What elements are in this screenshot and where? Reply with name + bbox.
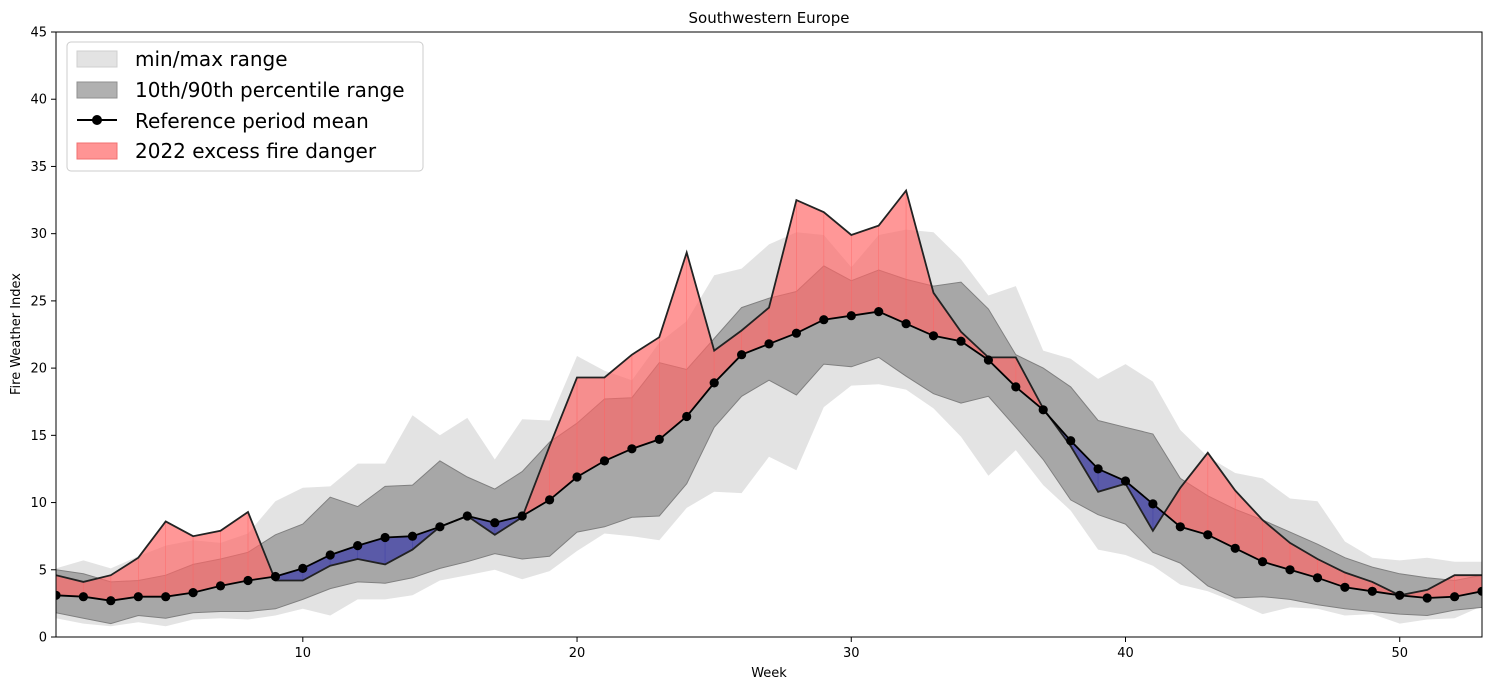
y-tick-label: 35: [30, 160, 47, 175]
reference-mean-point: [737, 350, 747, 360]
reference-mean-point: [819, 315, 829, 325]
reference-mean-point: [1093, 464, 1103, 474]
x-tick-label: 50: [1391, 646, 1408, 661]
legend-marker-mean: [92, 115, 102, 125]
legend-label-minmax: min/max range: [135, 47, 288, 71]
y-tick-label: 10: [30, 496, 47, 511]
x-axis: 10 20 30 40 50: [295, 637, 1408, 661]
reference-mean-point: [407, 531, 418, 541]
legend-swatch-percentile: [76, 81, 118, 99]
reference-mean-point: [1312, 573, 1323, 583]
chart-title: Southwestern Europe: [689, 9, 850, 27]
reference-mean-point: [353, 541, 363, 551]
x-tick-label: 40: [1117, 646, 1134, 661]
reference-mean-point: [215, 581, 226, 591]
reference-mean-point: [764, 339, 774, 349]
plot-frame: [55, 31, 1483, 638]
reference-mean-point: [1285, 565, 1295, 575]
reference-mean-point: [709, 378, 719, 388]
reference-mean-point: [161, 592, 171, 602]
reference-mean-point: [78, 592, 88, 602]
reference-mean-point: [298, 563, 308, 574]
excess-fill-segment: [850, 225, 880, 317]
reference-mean-point: [1477, 586, 1482, 596]
reference-mean-point: [1422, 593, 1432, 603]
reference-mean-point: [791, 328, 802, 338]
y-tick-label: 20: [30, 362, 47, 377]
reference-mean-point: [572, 472, 582, 482]
plot-area: [56, 188, 1482, 627]
reference-mean-point: [1395, 590, 1405, 600]
reference-mean-point: [1066, 436, 1076, 446]
reference-mean-point: [627, 444, 637, 454]
reference-mean-point: [846, 311, 856, 321]
reference-mean-point: [599, 456, 610, 466]
reference-mean-point: [1450, 592, 1460, 602]
reference-mean-point: [874, 307, 884, 317]
reference-mean-point: [545, 495, 555, 505]
reference-mean-point: [1367, 586, 1377, 596]
excess-fill-segment: [192, 530, 221, 593]
reference-mean-point: [1011, 382, 1021, 392]
y-tick-label: 15: [30, 429, 47, 444]
legend-swatch-minmax: [76, 50, 118, 68]
reference-mean-point: [380, 532, 390, 543]
legend-box: [66, 41, 424, 172]
reference-mean-point: [490, 518, 500, 528]
reference-mean-point: [983, 355, 994, 365]
reference-mean-point: [1120, 476, 1131, 486]
reference-mean-point: [270, 571, 280, 582]
x-tick-label: 30: [843, 646, 860, 661]
reference-mean-point: [928, 331, 939, 341]
reference-mean-point: [435, 522, 445, 532]
y-axis-label: Fire Weather Index: [9, 273, 24, 395]
reference-mean-point: [682, 411, 692, 422]
reference-mean-point: [517, 511, 527, 521]
y-axis: 0 5 10 15 20 25 30 35 40 45: [30, 26, 56, 646]
legend-label-excess: 2022 excess fire danger: [135, 139, 377, 163]
reference-mean-point: [654, 434, 664, 444]
reference-mean-point: [1230, 543, 1240, 553]
y-tick-label: 0: [39, 631, 47, 646]
x-axis-label: Week: [751, 666, 787, 681]
reference-mean-point: [243, 575, 253, 586]
y-tick-label: 40: [30, 93, 47, 108]
legend-swatch-excess: [76, 142, 118, 160]
year-2022-line: [56, 188, 1482, 597]
reference-mean-point: [462, 511, 472, 521]
reference-mean-point: [1203, 530, 1213, 540]
reference-mean-point: [1148, 499, 1158, 509]
excess-fill-segment: [631, 336, 660, 450]
reference-mean-point: [133, 592, 143, 602]
reference-mean-point: [1038, 405, 1048, 415]
reference-mean-point: [956, 336, 966, 346]
legend-label-percentile: 10th/90th percentile range: [135, 78, 405, 102]
reference-mean-point: [1340, 582, 1350, 592]
legend: min/max range 10th/90th percentile range…: [66, 41, 424, 172]
reference-mean-point: [106, 596, 116, 606]
reference-mean-point: [901, 319, 911, 329]
y-tick-label: 25: [30, 294, 47, 309]
reference-mean-point: [56, 590, 61, 600]
reference-mean-point: [1258, 557, 1268, 567]
y-tick-label: 30: [30, 227, 47, 242]
x-tick-label: 10: [295, 646, 312, 661]
x-tick-label: 20: [569, 646, 586, 661]
reference-mean-point: [1175, 522, 1185, 532]
legend-label-mean: Reference period mean: [135, 109, 369, 133]
y-tick-label: 45: [30, 26, 47, 41]
y-tick-label: 5: [39, 563, 47, 578]
reference-mean-point: [188, 588, 198, 598]
excess-fill-segment: [796, 199, 825, 334]
reference-mean-point: [325, 550, 335, 560]
